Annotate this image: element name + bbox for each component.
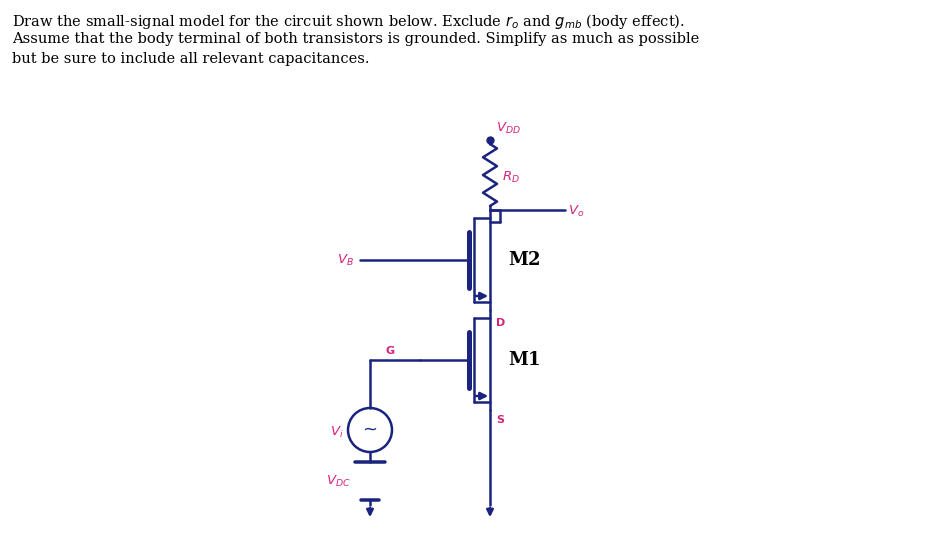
Text: $V_i$: $V_i$: [330, 424, 344, 440]
Text: ~: ~: [363, 421, 378, 439]
Text: D: D: [496, 318, 505, 328]
Text: $V_o$: $V_o$: [568, 203, 584, 219]
Text: M2: M2: [508, 251, 540, 269]
Text: Draw the small-signal model for the circuit shown below. Exclude $r_o$ and $g_{m: Draw the small-signal model for the circ…: [12, 12, 685, 31]
Text: $V_B$: $V_B$: [338, 253, 354, 268]
Text: but be sure to include all relevant capacitances.: but be sure to include all relevant capa…: [12, 52, 369, 66]
Text: G: G: [385, 346, 395, 356]
Text: $V_{DC}$: $V_{DC}$: [326, 473, 351, 488]
Text: $R_D$: $R_D$: [502, 170, 520, 185]
Text: $V_{DD}$: $V_{DD}$: [496, 121, 521, 136]
Text: M1: M1: [508, 351, 540, 369]
Text: S: S: [496, 415, 504, 425]
Text: Assume that the body terminal of both transistors is grounded. Simplify as much : Assume that the body terminal of both tr…: [12, 32, 699, 46]
